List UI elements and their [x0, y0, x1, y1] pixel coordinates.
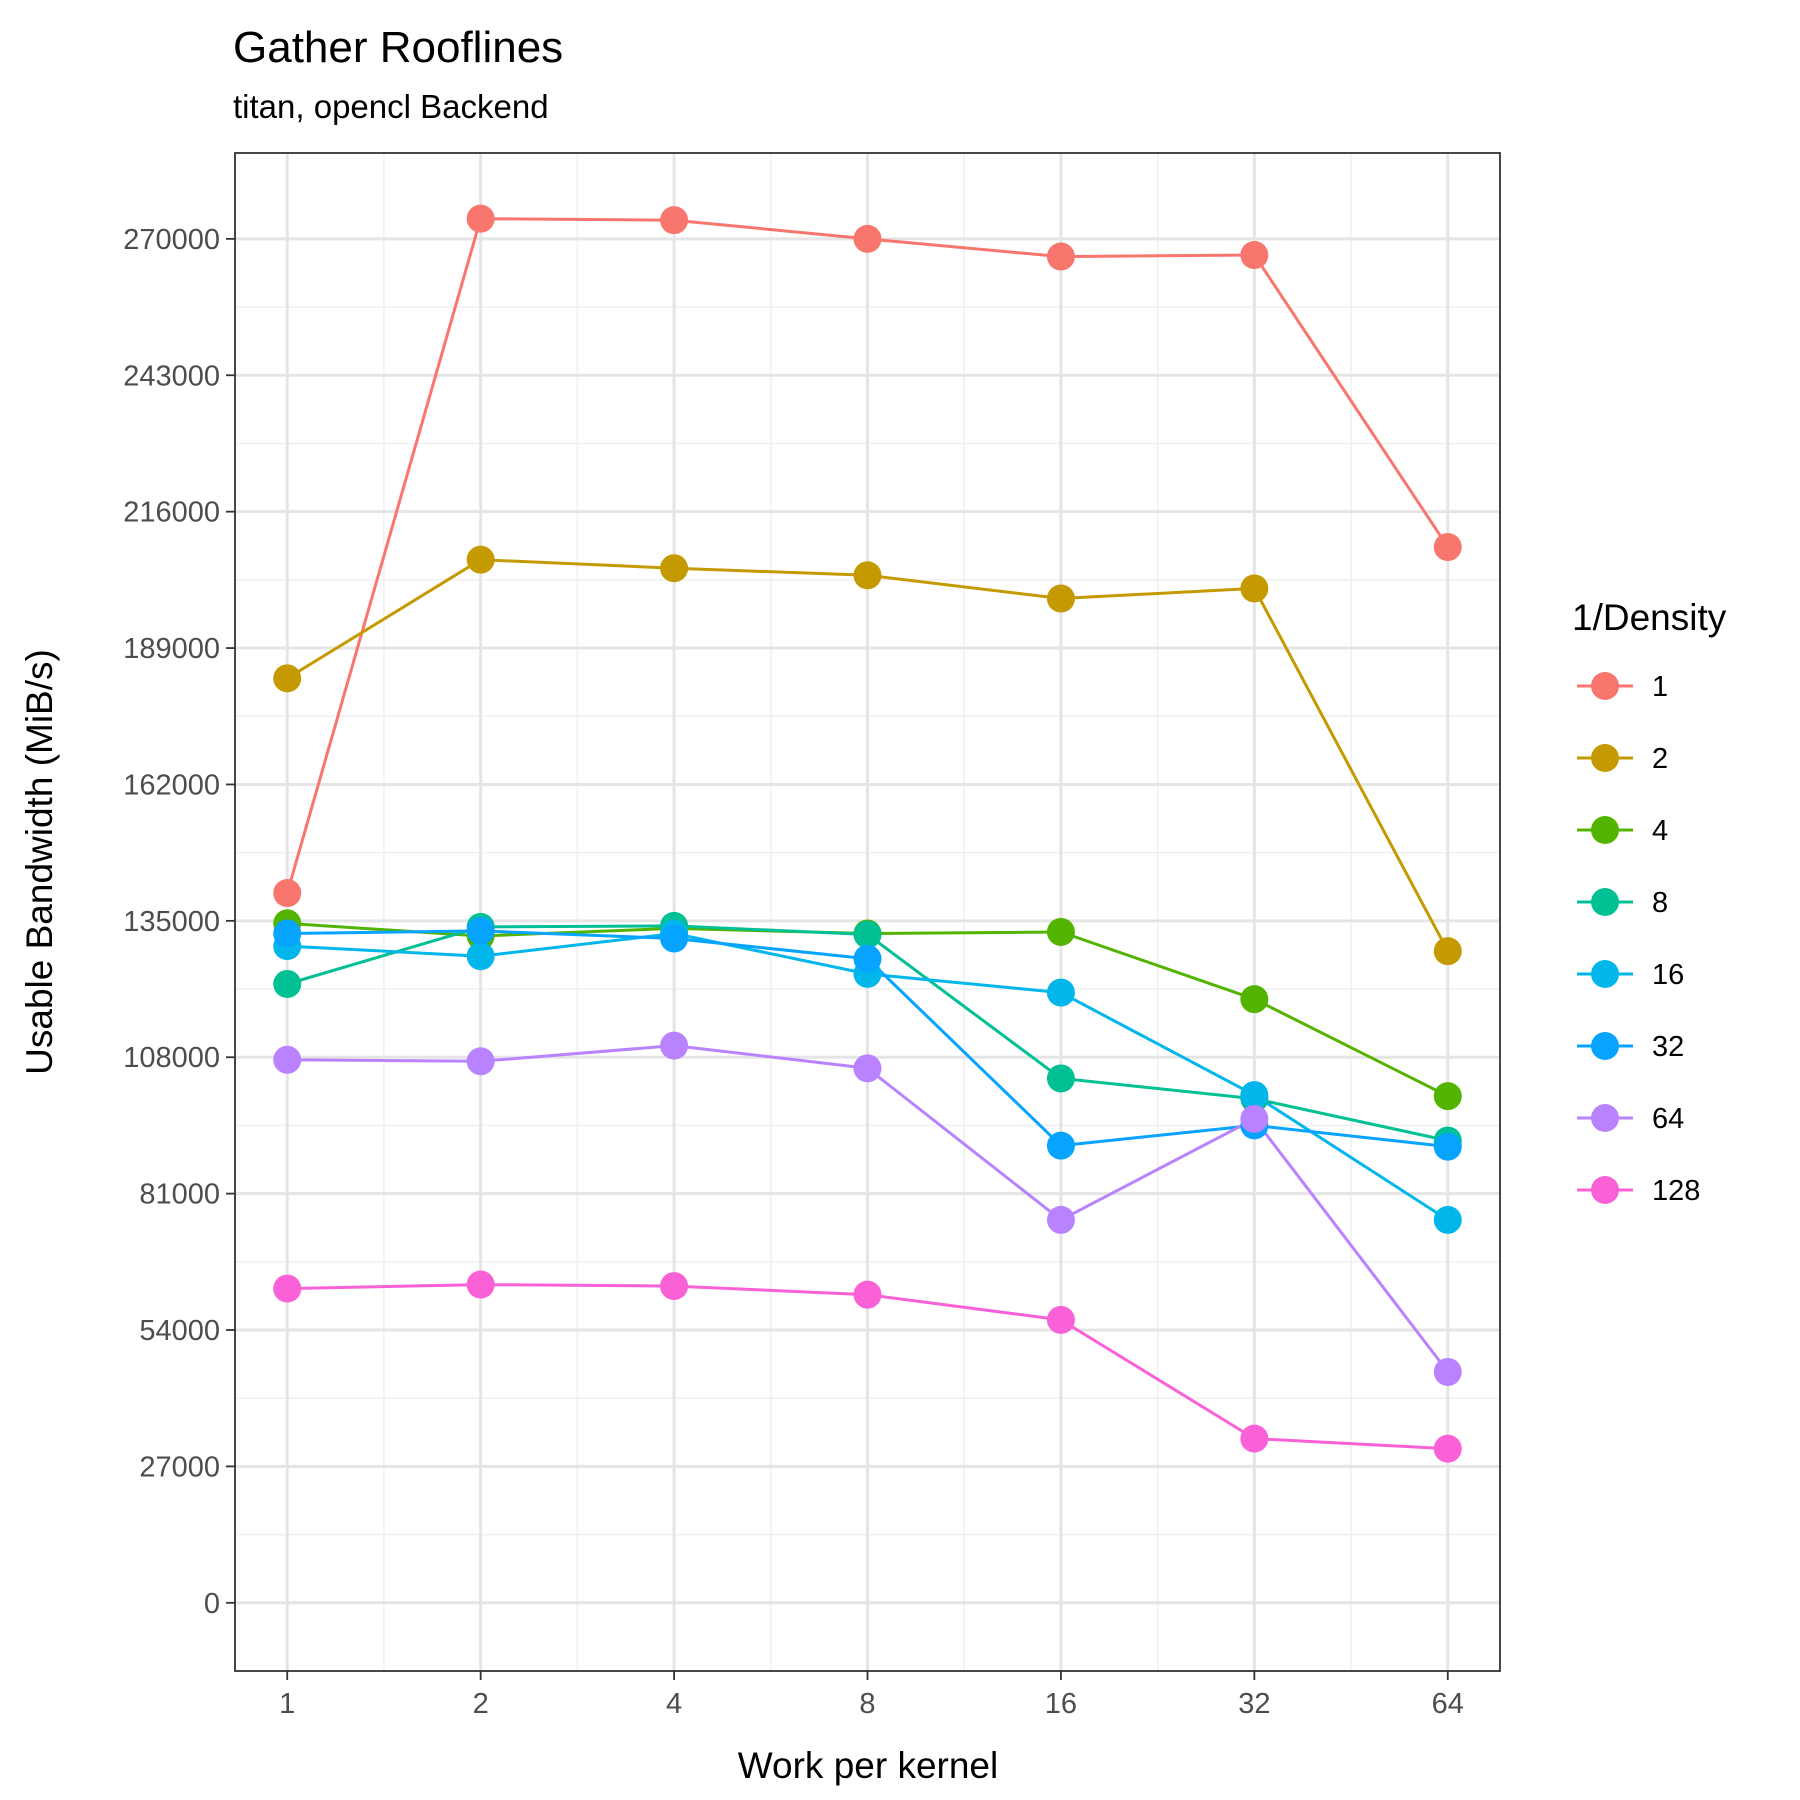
- data-point-32: [466, 916, 495, 945]
- data-point-1: [853, 224, 882, 253]
- data-point-64: [1046, 1205, 1075, 1234]
- x-tick-label: 2: [473, 1688, 489, 1720]
- legend-label: 1: [1652, 671, 1668, 703]
- legend-item-2: 2: [1577, 743, 1668, 775]
- data-point-128: [853, 1280, 882, 1309]
- data-point-32: [273, 919, 302, 948]
- x-tick-label: 16: [1045, 1688, 1077, 1720]
- legend-label: 4: [1652, 815, 1668, 847]
- legend-item-4: 4: [1577, 815, 1668, 847]
- data-point-32: [660, 924, 689, 953]
- data-point-1: [466, 204, 495, 233]
- data-point-4: [1046, 917, 1075, 946]
- x-tick-label: 64: [1432, 1688, 1464, 1720]
- legend-label: 2: [1652, 743, 1668, 775]
- y-axis: 0 27000 54000 81000 108000 135000 162000 189000…: [123, 224, 235, 1620]
- y-tick-label: 54000: [139, 1315, 220, 1347]
- data-point-32: [853, 944, 882, 973]
- data-point-2: [660, 554, 689, 583]
- data-point-128: [1240, 1424, 1269, 1453]
- data-point-32: [1046, 1131, 1075, 1160]
- legend-label: 32: [1652, 1031, 1684, 1063]
- legend-marker: [1591, 1104, 1619, 1132]
- data-point-128: [273, 1274, 302, 1303]
- x-tick-label: 8: [859, 1688, 875, 1720]
- legend-item-64: 64: [1577, 1103, 1684, 1135]
- legend-marker: [1591, 1032, 1619, 1060]
- data-point-2: [1240, 574, 1269, 603]
- legend-title: 1/Density: [1572, 597, 1727, 638]
- y-tick-label: 0: [204, 1588, 220, 1620]
- plot-panel: [234, 152, 1501, 1672]
- legend-item-1: 1: [1577, 671, 1668, 703]
- chart-title: Gather Rooflines: [233, 23, 563, 72]
- data-point-32: [1433, 1132, 1462, 1161]
- data-point-64: [1433, 1357, 1462, 1386]
- data-point-16: [1240, 1081, 1269, 1110]
- legend-item-32: 32: [1577, 1031, 1684, 1063]
- legend-item-8: 8: [1577, 887, 1668, 919]
- data-point-16: [466, 942, 495, 971]
- data-point-1: [1046, 242, 1075, 271]
- data-point-2: [853, 561, 882, 590]
- data-point-1: [1433, 533, 1462, 562]
- legend-label: 128: [1652, 1175, 1700, 1207]
- data-point-1: [1240, 241, 1269, 270]
- y-tick-label: 189000: [123, 633, 220, 665]
- data-point-128: [1046, 1305, 1075, 1334]
- legend-item-16: 16: [1577, 959, 1684, 991]
- data-point-1: [660, 206, 689, 235]
- legend: 1/Density 1 2 4 8 16 32 64 128: [1572, 597, 1727, 1207]
- y-tick-label: 243000: [123, 360, 220, 392]
- legend-marker: [1591, 960, 1619, 988]
- data-point-8: [273, 969, 302, 998]
- data-point-4: [1240, 985, 1269, 1014]
- data-point-64: [1240, 1104, 1269, 1133]
- legend-marker: [1591, 888, 1619, 916]
- data-point-2: [466, 545, 495, 574]
- legend-label: 16: [1652, 959, 1684, 991]
- data-point-64: [853, 1054, 882, 1083]
- data-point-64: [466, 1047, 495, 1076]
- x-tick-label: 4: [666, 1688, 682, 1720]
- data-point-4: [1433, 1082, 1462, 1111]
- y-tick-label: 162000: [123, 769, 220, 801]
- data-point-128: [466, 1270, 495, 1299]
- chart-subtitle: titan, opencl Backend: [233, 88, 549, 125]
- x-tick-label: 32: [1238, 1688, 1270, 1720]
- data-point-64: [273, 1045, 302, 1074]
- y-tick-label: 108000: [123, 1042, 220, 1074]
- legend-marker: [1591, 672, 1619, 700]
- data-point-8: [1046, 1064, 1075, 1093]
- x-tick-label: 1: [279, 1688, 295, 1720]
- data-point-16: [1046, 978, 1075, 1007]
- y-tick-label: 270000: [123, 224, 220, 256]
- y-tick-label: 135000: [123, 906, 220, 938]
- legend-label: 64: [1652, 1103, 1684, 1135]
- data-point-128: [660, 1272, 689, 1301]
- data-point-64: [660, 1031, 689, 1060]
- legend-marker: [1591, 816, 1619, 844]
- legend-items: 1 2 4 8 16 32 64 128: [1577, 671, 1700, 1207]
- x-axis: 1 2 4 8 16 32 64: [279, 1671, 1464, 1720]
- legend-item-128: 128: [1577, 1175, 1700, 1207]
- series-points: [273, 204, 1462, 1463]
- data-point-16: [1433, 1205, 1462, 1234]
- x-axis-title: Work per kernel: [738, 1745, 998, 1786]
- data-point-128: [1433, 1434, 1462, 1463]
- legend-marker: [1591, 744, 1619, 772]
- y-tick-label: 27000: [139, 1451, 220, 1483]
- data-point-2: [1046, 584, 1075, 613]
- y-tick-label: 81000: [139, 1179, 220, 1211]
- data-point-1: [273, 879, 302, 908]
- legend-label: 8: [1652, 887, 1668, 919]
- data-point-8: [853, 920, 882, 949]
- y-axis-title: Usable Bandwidth (MiB/s): [19, 649, 60, 1075]
- legend-marker: [1591, 1176, 1619, 1204]
- data-point-2: [1433, 937, 1462, 966]
- data-point-2: [273, 664, 302, 693]
- y-tick-label: 216000: [123, 497, 220, 529]
